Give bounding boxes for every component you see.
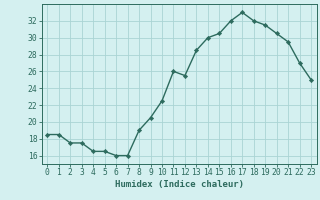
- X-axis label: Humidex (Indice chaleur): Humidex (Indice chaleur): [115, 180, 244, 189]
